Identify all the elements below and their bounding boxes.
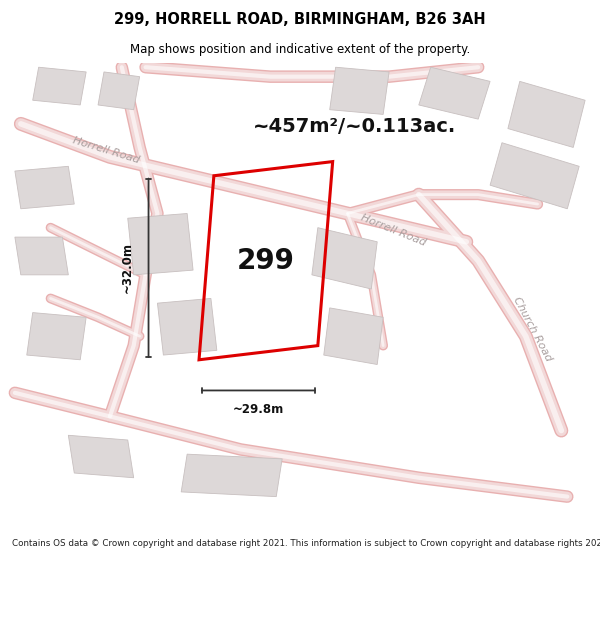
Text: ~457m²/~0.113ac.: ~457m²/~0.113ac. [253,117,456,136]
Polygon shape [15,237,68,275]
Polygon shape [68,435,134,478]
Polygon shape [98,72,140,110]
Polygon shape [128,214,193,275]
Polygon shape [157,298,217,355]
Text: 299, HORRELL ROAD, BIRMINGHAM, B26 3AH: 299, HORRELL ROAD, BIRMINGHAM, B26 3AH [114,11,486,26]
Text: 299: 299 [237,247,295,274]
Text: Church Road: Church Road [511,295,553,363]
Polygon shape [312,228,377,289]
Polygon shape [508,81,585,148]
Polygon shape [181,454,282,497]
Text: Horrell Road: Horrell Road [71,135,140,165]
Polygon shape [419,68,490,119]
Text: Horrell Road: Horrell Road [359,213,428,248]
Polygon shape [490,142,579,209]
Polygon shape [33,68,86,105]
Polygon shape [27,312,86,360]
Polygon shape [330,68,389,114]
Polygon shape [15,166,74,209]
Text: Map shows position and indicative extent of the property.: Map shows position and indicative extent… [130,43,470,56]
Text: ~32.0m: ~32.0m [121,242,134,293]
Polygon shape [324,308,383,364]
Text: Contains OS data © Crown copyright and database right 2021. This information is : Contains OS data © Crown copyright and d… [12,539,600,548]
Text: ~29.8m: ~29.8m [233,403,284,416]
